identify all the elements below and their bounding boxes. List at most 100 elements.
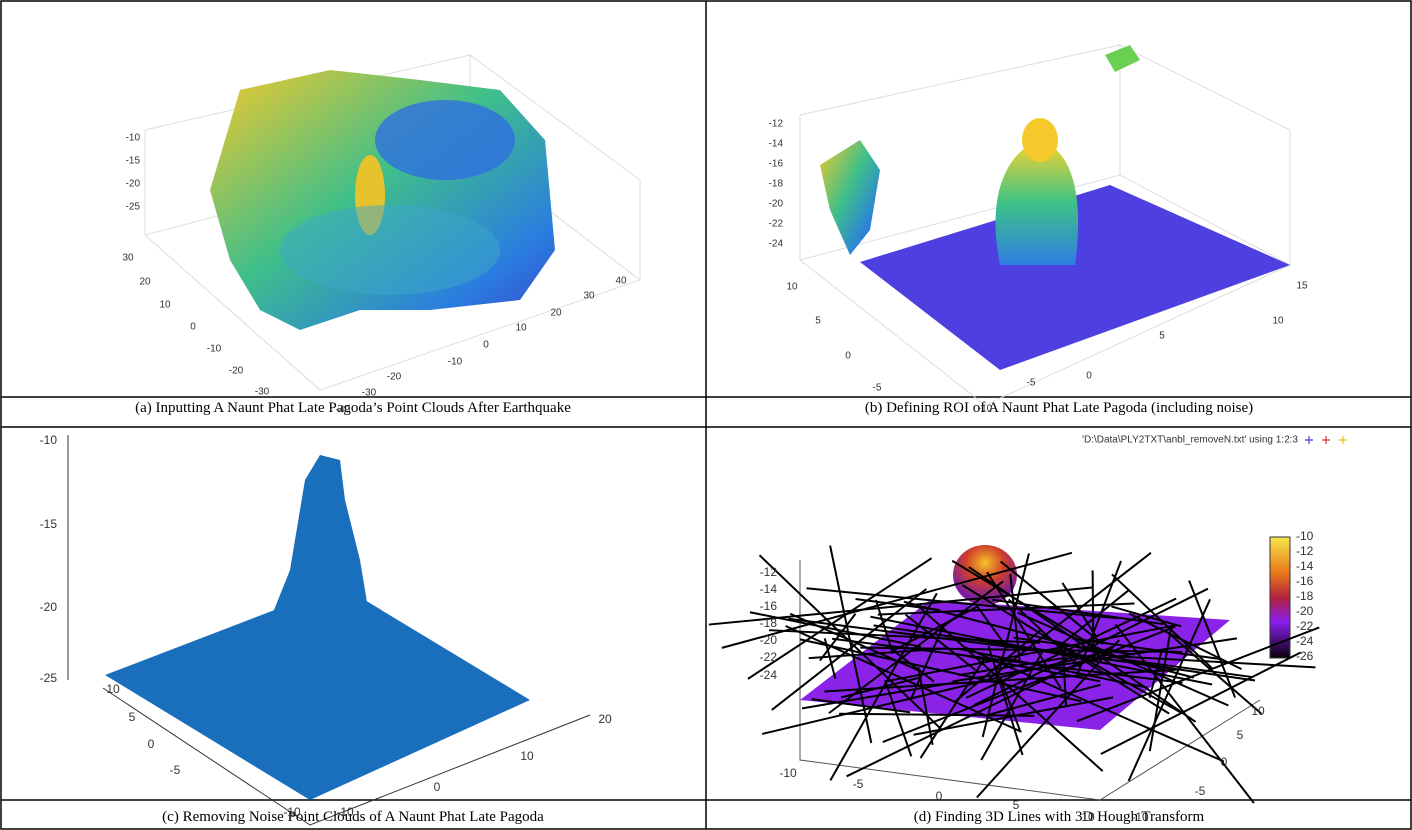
plot-d <box>708 436 1347 804</box>
hough-line <box>885 624 1177 683</box>
right-tick-label: 0 <box>483 340 489 351</box>
right-tick-label: 15 <box>1296 281 1308 292</box>
z-tick-label: -24 <box>760 668 778 682</box>
left-tick-label: 10 <box>159 300 171 311</box>
hough-line <box>785 625 1022 733</box>
z-tick-label: -14 <box>769 139 784 150</box>
right-tick-label: 5 <box>1237 728 1244 742</box>
hough-line <box>988 683 1101 716</box>
right-tick-label: -10 <box>336 805 354 819</box>
legend-label: 'D:\Data\PLY2TXT\anbl_removeN.txt' using… <box>1082 435 1298 446</box>
right-tick-label: -5 <box>1027 378 1036 389</box>
right-tick-label: -10 <box>448 357 463 368</box>
hough-line <box>957 647 1148 689</box>
hough-line <box>819 613 857 662</box>
right-tick-label: 0 <box>1086 371 1092 382</box>
left-tick-label: 5 <box>129 710 136 724</box>
hough-line <box>758 554 942 730</box>
right-tick-label: 10 <box>515 323 527 334</box>
hough-line <box>1148 649 1163 698</box>
colorbar-tick-label: -10 <box>1296 529 1314 543</box>
hough-line <box>1112 655 1316 669</box>
hough-line <box>1013 636 1135 656</box>
left-tick-label: 0 <box>148 737 155 751</box>
hough-line <box>811 698 911 714</box>
z-tick-label: -12 <box>769 119 784 130</box>
right-tick-label: -40 <box>336 405 351 416</box>
right-tick-label: 30 <box>583 291 595 302</box>
left-tick-label: 0 <box>845 351 851 362</box>
left-tick-label: -30 <box>255 387 270 398</box>
hough-line <box>1111 605 1182 628</box>
z-tick-label: -10 <box>40 433 58 447</box>
right-tick-label: -20 <box>387 372 402 383</box>
colorbar-tick-label: -20 <box>1296 604 1314 618</box>
hough-line <box>829 545 873 744</box>
hough-line <box>823 638 837 679</box>
hough-line <box>910 625 945 700</box>
hough-line <box>1057 589 1130 648</box>
hough-line <box>1188 580 1237 698</box>
z-tick-label: -20 <box>769 199 784 210</box>
hough-line <box>801 681 959 710</box>
right-tick-label: 10 <box>1272 316 1284 327</box>
hough-line <box>984 551 1152 683</box>
left-tick-label: 0 <box>190 322 196 333</box>
hough-line <box>919 659 985 759</box>
hough-line <box>987 645 1024 756</box>
hough-line <box>708 586 1093 626</box>
hough-line <box>999 676 1021 731</box>
colorbar-tick-label: -24 <box>1296 634 1314 648</box>
z-tick-label: -15 <box>126 156 141 167</box>
right-tick-label: 10 <box>520 749 534 763</box>
left-tick-label: -10 <box>283 805 301 819</box>
caption: (a) Inputting A Naunt Phat Late Pagoda’s… <box>135 400 571 416</box>
z-tick-label: -22 <box>760 650 778 664</box>
right-tick-label: 5 <box>1159 331 1165 342</box>
z-tick-label: -12 <box>760 565 778 579</box>
hough-line <box>1062 651 1068 707</box>
hough-line <box>976 639 1120 799</box>
right-tick-label: -10 <box>1131 810 1149 824</box>
left-tick-label: -5 <box>170 763 181 777</box>
hough-line <box>828 580 1004 714</box>
right-tick-label: 0 <box>1221 755 1228 769</box>
right-tick-label: 20 <box>550 308 562 319</box>
right-tick-label: 0 <box>434 780 441 794</box>
z-tick-label: -15 <box>40 517 58 531</box>
hough-line <box>968 566 1197 723</box>
left-tick-label: -5 <box>873 383 882 394</box>
hough-line <box>904 613 976 671</box>
colorbar-tick-label: -12 <box>1296 544 1314 558</box>
hough-line <box>986 571 1062 689</box>
colorbar-tick-label: -14 <box>1296 559 1314 573</box>
hough-line <box>1167 631 1263 715</box>
hough-line <box>980 648 1045 761</box>
left-tick-label: 5 <box>1013 798 1020 812</box>
z-tick-label: -16 <box>769 159 784 170</box>
colorbar-tick-label: -18 <box>1296 589 1314 603</box>
left-tick-label: 20 <box>139 277 151 288</box>
right-tick-label: 10 <box>1251 704 1265 718</box>
colorbar-tick-label: -26 <box>1296 649 1314 663</box>
left-tick-label: -20 <box>229 366 244 377</box>
hough-line <box>846 644 1117 778</box>
left-tick-label: 10 <box>106 682 120 696</box>
z-tick-label: -18 <box>769 179 784 190</box>
hough-line <box>860 646 1183 653</box>
plot-b <box>799 44 1291 406</box>
colorbar-tick-label: -16 <box>1296 574 1314 588</box>
z-tick-label: -24 <box>769 239 784 250</box>
hough-line <box>1000 560 1104 645</box>
right-tick-label: -10 <box>978 404 993 415</box>
hough-line <box>749 611 921 648</box>
plot-a <box>144 54 641 391</box>
hough-line <box>747 557 933 680</box>
left-tick-label: 5 <box>815 316 821 327</box>
z-tick-label: -25 <box>40 671 58 685</box>
hough-line <box>877 602 1135 616</box>
hough-line <box>1148 627 1173 752</box>
hough-line <box>1051 639 1183 714</box>
